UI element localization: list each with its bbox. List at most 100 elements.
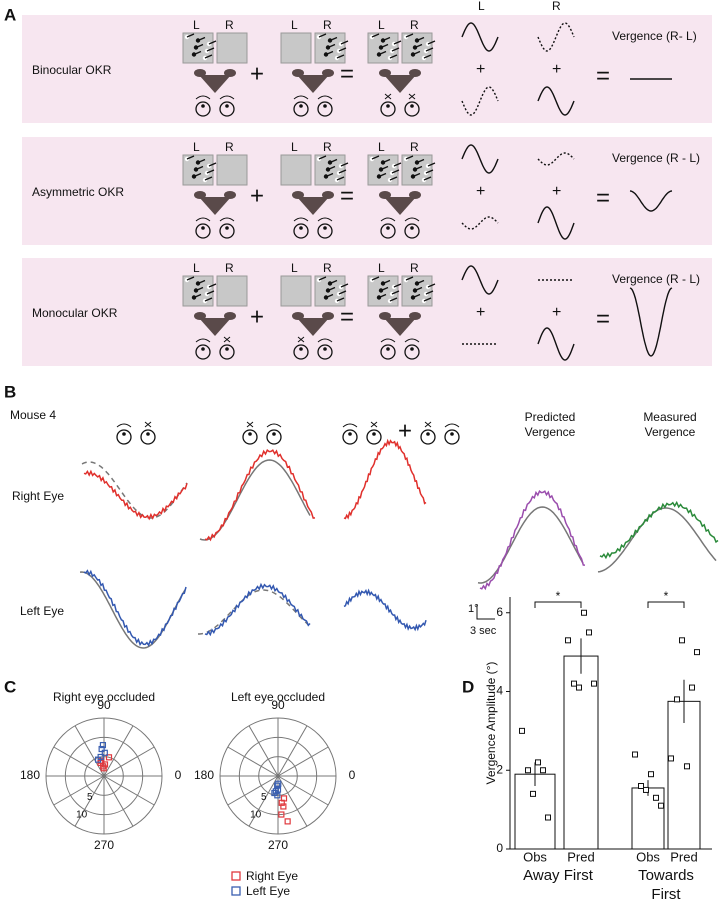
occluder (223, 336, 231, 343)
row-label: Binocular OKR (32, 63, 112, 77)
eye-arrow (195, 95, 211, 100)
spoke (74, 775, 105, 827)
stripe (389, 176, 398, 181)
stripe (329, 279, 338, 285)
stripe (380, 165, 389, 171)
plus-sign: + (398, 417, 412, 444)
eye (404, 344, 420, 360)
data-point (535, 759, 541, 766)
pupil (386, 104, 390, 108)
trace (477, 506, 584, 584)
spoke (248, 775, 279, 827)
screen-label: L (378, 140, 385, 154)
eye (380, 344, 396, 360)
polar-title: Left eye occluded (231, 690, 325, 704)
data-point (653, 794, 659, 801)
mouse-ear (379, 312, 391, 320)
eye-arrow (404, 338, 420, 343)
stripe (412, 293, 421, 299)
pupil (201, 226, 205, 230)
waveform (461, 265, 499, 295)
eye (195, 344, 211, 360)
eye (366, 429, 382, 445)
pupil (323, 104, 327, 108)
screen (216, 154, 248, 186)
radial-grid (84, 756, 124, 796)
x-tick-label: Obs (523, 849, 547, 864)
stripe (405, 155, 414, 160)
occluder (408, 93, 416, 100)
y-tick-label: 4 (496, 684, 503, 698)
stripe (327, 165, 336, 171)
screen (280, 154, 312, 186)
stripe (427, 162, 436, 167)
occluder (370, 421, 378, 428)
legend-label: Right Eye (246, 869, 298, 883)
plus-sign: + (250, 60, 264, 87)
data-point (632, 751, 638, 758)
eye (195, 101, 211, 117)
significance-bracket (647, 601, 685, 608)
stripe (371, 155, 380, 160)
waveform (461, 86, 499, 116)
equals-sign: = (596, 305, 610, 332)
stripe (380, 286, 389, 292)
column-label: L (478, 0, 485, 13)
stripe (325, 293, 334, 299)
mouse-head (199, 75, 231, 93)
stripe (412, 172, 421, 178)
stripe (425, 47, 434, 52)
data-point (586, 629, 592, 636)
stripe (186, 276, 195, 281)
y-tick-label: 2 (496, 762, 503, 776)
mouse-ear (409, 69, 421, 77)
stripe (382, 279, 391, 285)
stripe (378, 172, 387, 178)
angle-tick-label: 90 (97, 698, 111, 712)
panel-label: C (4, 677, 16, 696)
stripe (340, 40, 349, 45)
waveform (537, 86, 575, 116)
angle-tick-label: 90 (271, 698, 285, 712)
eye (293, 223, 309, 239)
y-tick-label: 0 (496, 841, 503, 855)
left-eye-label: Left Eye (20, 604, 64, 618)
eye (293, 101, 309, 117)
plus-sign: + (250, 303, 264, 330)
panel-label: B (4, 382, 16, 401)
mouse-ear (409, 191, 421, 199)
mouse-ear (224, 191, 236, 199)
pupil (372, 432, 376, 436)
data-point (648, 771, 654, 778)
trace (81, 461, 188, 519)
radial-tick-label: 5 (261, 792, 267, 803)
waveform (537, 206, 575, 240)
equals-sign: = (340, 303, 354, 330)
polar-point (98, 745, 105, 753)
pupil (410, 226, 414, 230)
trace (597, 507, 717, 573)
polar-point (271, 789, 278, 797)
eye-arrow (380, 217, 396, 222)
stripe (393, 40, 402, 45)
waveform (537, 327, 575, 361)
pupil (410, 347, 414, 351)
eye-arrow (195, 338, 211, 343)
stripe (327, 43, 336, 49)
eye (404, 223, 420, 239)
predicted-label: Predicted Vergence (524, 410, 576, 439)
equals-sign: = (340, 60, 354, 87)
eye (140, 429, 156, 445)
scale-time: 3 sec (470, 625, 497, 637)
mouse-head (199, 197, 231, 215)
spoke (248, 725, 279, 777)
vergence-waveform (629, 190, 673, 212)
stripe (197, 279, 206, 285)
trace (83, 569, 187, 647)
eye-arrow (116, 423, 132, 428)
stripe (405, 33, 414, 38)
vergence-label: Vergence (R- L) (612, 29, 697, 43)
stripe (427, 283, 436, 288)
stripe (405, 276, 414, 281)
mouse-ear (292, 191, 304, 199)
